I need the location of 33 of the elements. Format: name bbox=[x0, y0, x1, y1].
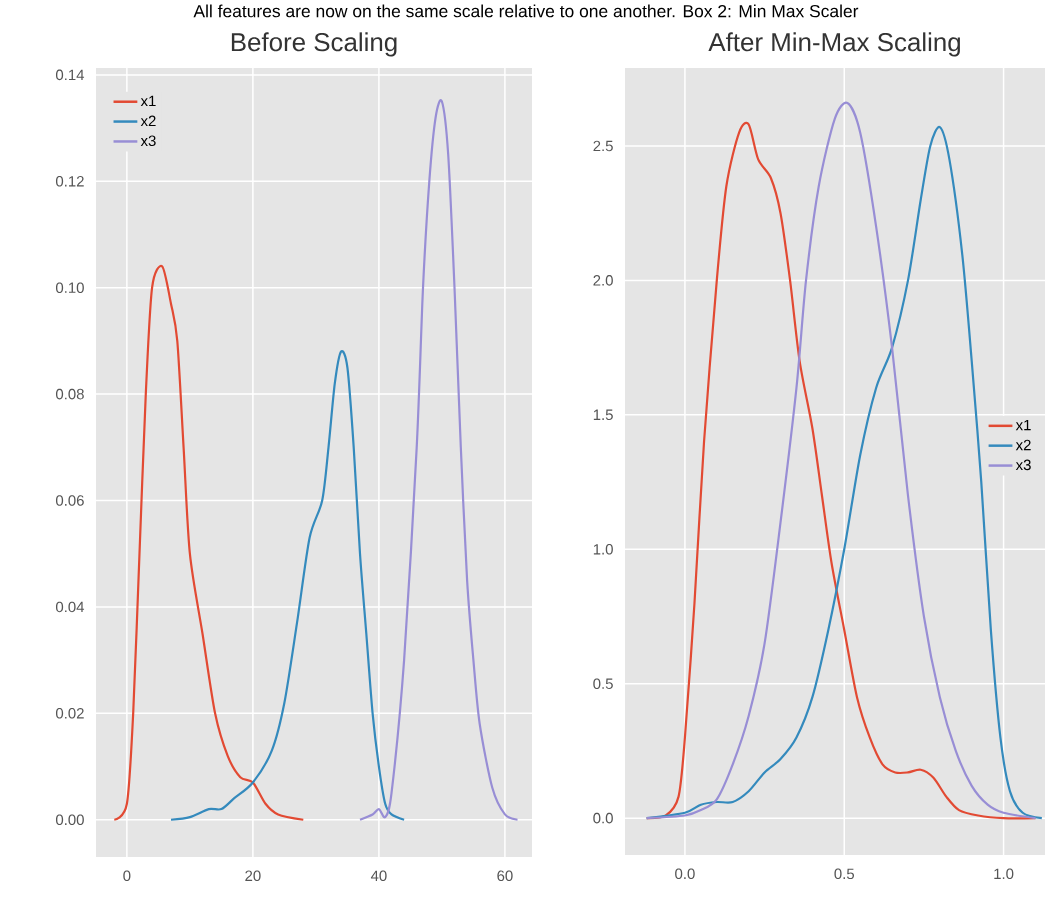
y-tick-label: 0.08 bbox=[55, 388, 84, 400]
line-series bbox=[113, 265, 305, 821]
y-tick-label: 0.00 bbox=[55, 814, 84, 826]
y-tick-label: 0.10 bbox=[55, 282, 84, 293]
y-tick-label: 0.04 bbox=[55, 601, 85, 613]
y-tick-label: 0.12 bbox=[55, 176, 84, 187]
y-tick-label: 1.5 bbox=[593, 409, 613, 421]
x-tick-label: 60 bbox=[497, 870, 513, 882]
y-tick-label: 1.0 bbox=[593, 543, 613, 555]
y-tick-label: 2.5 bbox=[593, 140, 613, 152]
x-tick-label: 0.0 bbox=[675, 868, 695, 880]
x-tick-label: 0.5 bbox=[834, 868, 855, 880]
chart-title: Before Scaling bbox=[231, 32, 397, 57]
x-tick-label: 40 bbox=[370, 870, 387, 882]
line-series bbox=[358, 100, 519, 821]
legend-label: x3 bbox=[1015, 459, 1031, 471]
y-tick-label: 0.14 bbox=[55, 69, 85, 81]
legend-label: x1 bbox=[1015, 419, 1031, 431]
y-tick-label: 0.02 bbox=[55, 708, 84, 719]
x-tick-label: 1.0 bbox=[994, 868, 1014, 880]
line-series bbox=[169, 350, 406, 821]
y-tick-label: 0.5 bbox=[593, 678, 613, 689]
legend-label: x3 bbox=[140, 135, 156, 147]
y-tick-label: 0.06 bbox=[55, 495, 84, 506]
x-tick-label: 0 bbox=[123, 870, 131, 882]
y-tick-label: 2.0 bbox=[593, 275, 613, 286]
y-tick-label: 0.0 bbox=[593, 812, 613, 824]
legend-label: x2 bbox=[140, 115, 156, 127]
chart-title: After Min-Max Scaling bbox=[708, 32, 960, 57]
x-tick-label: 20 bbox=[245, 870, 261, 882]
legend-label: x2 bbox=[1015, 439, 1031, 451]
text: All features are now on the same scale relative to one another. Box 2: Min Max Scaler bbox=[193, 4, 859, 18]
legend-label: x1 bbox=[140, 95, 156, 107]
